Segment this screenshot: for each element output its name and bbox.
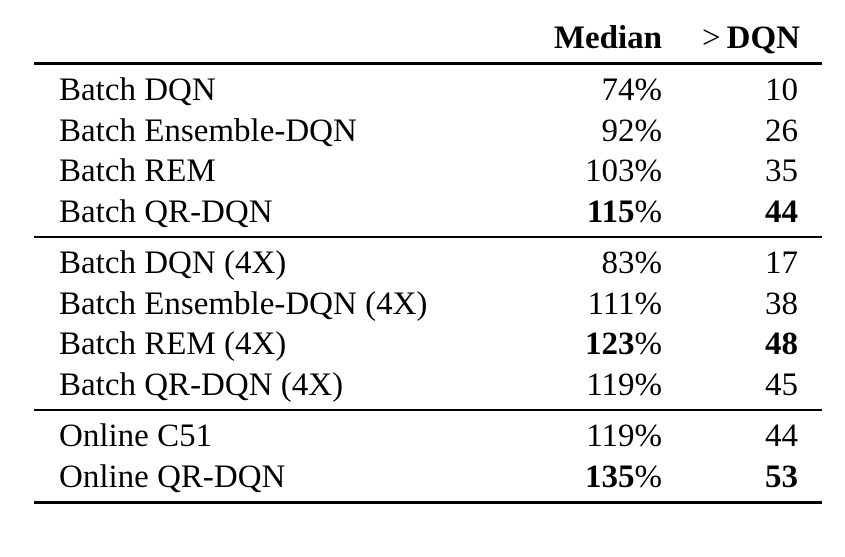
table-row: Batch Ensemble-DQN (4X) 111% 38 bbox=[34, 284, 822, 325]
dqn-count-cell: 44 bbox=[765, 418, 798, 454]
table-row: Batch Ensemble-DQN 92% 26 bbox=[34, 111, 822, 152]
table-row: Batch QR-DQN 115% 44 bbox=[34, 191, 822, 238]
median-cell: 92% bbox=[601, 112, 663, 149]
dqn-count-cell: 48 bbox=[765, 326, 798, 362]
table-row: Batch DQN 74% 10 bbox=[34, 64, 822, 111]
header-method bbox=[34, 14, 504, 64]
method-cell: Online QR-DQN bbox=[34, 456, 504, 504]
table-row: Batch REM (4X) 123% 48 bbox=[34, 324, 822, 365]
median-cell: 135% bbox=[504, 456, 672, 504]
median-cell: 115% bbox=[504, 191, 672, 238]
header-row: Median > DQN bbox=[34, 14, 822, 64]
method-cell: Batch QR-DQN (4X) bbox=[34, 364, 504, 411]
table-row: Batch DQN (4X) 83% 17 bbox=[34, 237, 822, 284]
method-cell: Batch Ensemble-DQN (4X) bbox=[59, 285, 428, 322]
median-cell: 119% bbox=[504, 364, 672, 411]
method-cell: Batch Ensemble-DQN bbox=[59, 112, 357, 149]
method-cell: Online C51 bbox=[59, 418, 213, 454]
method-cell: Batch DQN bbox=[59, 72, 216, 108]
dqn-count-cell: 35 bbox=[765, 153, 798, 189]
dqn-count-cell: 45 bbox=[672, 364, 822, 411]
table-row: Online QR-DQN 135% 53 bbox=[34, 456, 822, 504]
median-cell: 111% bbox=[587, 285, 662, 322]
results-table: Median > DQN Batch DQN 74% 10 Batch Ensem… bbox=[34, 14, 822, 504]
table-row: Batch REM 103% 35 bbox=[34, 151, 822, 192]
dqn-count-cell: 44 bbox=[672, 191, 822, 238]
dqn-count-cell: 26 bbox=[765, 112, 798, 149]
header-dqn-label: DQN bbox=[726, 19, 800, 56]
median-cell: 83% bbox=[601, 245, 663, 281]
dqn-count-cell: 10 bbox=[765, 72, 798, 108]
dqn-count-cell: 38 bbox=[765, 285, 798, 322]
median-cell: 74% bbox=[601, 72, 663, 108]
results-table-container: Median > DQN Batch DQN 74% 10 Batch Ensem… bbox=[34, 14, 822, 504]
method-cell: Batch DQN (4X) bbox=[59, 245, 287, 281]
table-row: Batch QR-DQN (4X) 119% 45 bbox=[34, 364, 822, 411]
dqn-count-cell: 53 bbox=[672, 456, 822, 504]
method-cell: Batch REM (4X) bbox=[59, 326, 287, 362]
table-row: Online C51 119% 44 bbox=[34, 410, 822, 457]
median-cell: 123% bbox=[585, 326, 662, 362]
method-cell: Batch REM bbox=[59, 153, 216, 189]
dqn-count-cell: 17 bbox=[765, 245, 798, 281]
median-cell: 103% bbox=[585, 153, 662, 189]
header-gt-symbol: > bbox=[702, 19, 721, 56]
header-gt-dqn: > DQN bbox=[672, 14, 822, 64]
header-median: Median bbox=[553, 19, 662, 56]
method-cell: Batch QR-DQN bbox=[34, 191, 504, 238]
median-cell: 119% bbox=[586, 418, 662, 454]
